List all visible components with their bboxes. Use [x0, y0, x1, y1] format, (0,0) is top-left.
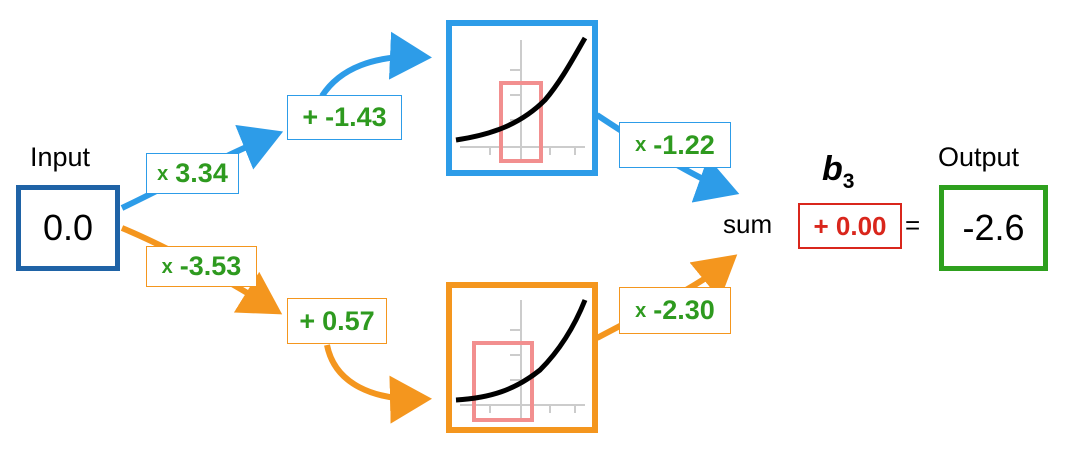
- final-bias-value: + 0.00: [813, 211, 887, 241]
- bottom-input-weight-box: x -3.53: [146, 246, 257, 287]
- bottom-output-weight-op: x: [635, 299, 647, 322]
- bottom-output-weight-value: -2.30: [653, 295, 715, 325]
- arrow-bottom-bias-to-bottom-activation: [324, 344, 432, 424]
- input-value: 0.0: [42, 207, 94, 248]
- top-softplus-curve: [455, 36, 588, 143]
- equals-sign: =: [905, 210, 921, 240]
- top-highlight-window: [499, 81, 543, 163]
- bottom-input-weight-op: x: [161, 255, 173, 278]
- top-bias-box: + -1.43: [287, 95, 402, 140]
- bottom-bias-value: 0.57: [322, 305, 375, 336]
- bottom-activation-plot: [446, 282, 598, 433]
- bias-symbol-subscript: 3: [842, 169, 855, 193]
- top-activation-plot: [446, 20, 598, 176]
- top-output-weight-value: -1.22: [653, 129, 715, 160]
- top-output-weight-op: x: [635, 134, 647, 156]
- input-label: Input: [30, 142, 91, 172]
- top-output-weight-box: x -1.22: [619, 122, 731, 168]
- output-value-box: -2.6: [939, 185, 1048, 271]
- bottom-bias-op: +: [299, 305, 316, 336]
- top-input-weight-box: x 3.34: [146, 153, 239, 194]
- top-bias-op: +: [302, 102, 319, 132]
- bias-symbol-letter: b: [822, 150, 843, 188]
- bias-symbol: b3: [822, 152, 854, 192]
- top-input-weight-op: x: [157, 162, 169, 185]
- bottom-highlight-window: [472, 341, 534, 422]
- bottom-output-weight-box: x -2.30: [619, 287, 731, 334]
- bottom-softplus-curve: [455, 299, 588, 403]
- bottom-bias-box: + 0.57: [287, 298, 387, 344]
- sum-label: sum: [723, 209, 773, 239]
- input-value-box: 0.0: [16, 185, 120, 271]
- bottom-input-weight-value: -3.53: [179, 251, 242, 281]
- final-bias-box: + 0.00: [798, 203, 902, 249]
- arrow-top-bias-to-top-activation: [319, 31, 432, 98]
- output-label: Output: [938, 142, 1020, 172]
- top-bias-value: -1.43: [325, 102, 387, 132]
- output-value: -2.6: [962, 207, 1025, 248]
- top-input-weight-value: 3.34: [175, 158, 228, 188]
